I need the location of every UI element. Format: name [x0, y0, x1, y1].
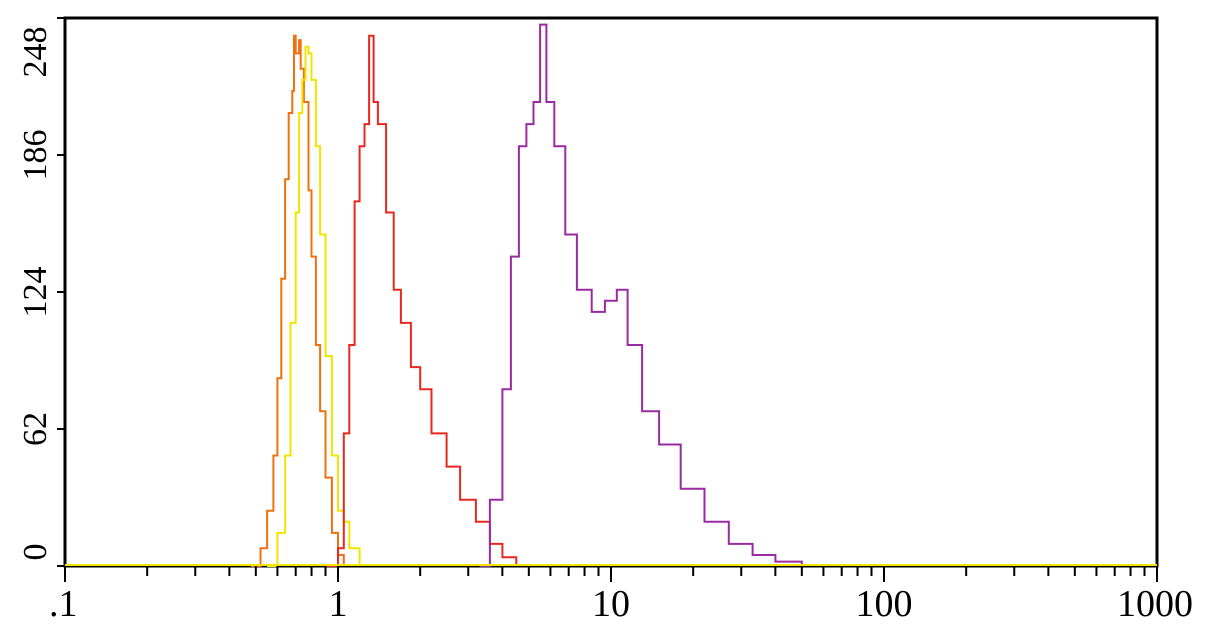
series-4-line	[479, 23, 803, 567]
plot-frame	[63, 16, 1159, 568]
y-axis: 0 62 124 186 248	[17, 17, 65, 567]
y-tick-label: 124	[17, 267, 54, 318]
series-layer	[65, 23, 1157, 567]
series-1-line	[251, 34, 345, 567]
series-2-line	[267, 45, 361, 567]
x-tick-label: .1	[49, 583, 78, 625]
x-tick-label: 1000	[1117, 583, 1193, 625]
x-tick-label: 100	[856, 583, 913, 625]
x-tick-label: 1	[329, 583, 348, 625]
x-axis: .1 1 10 100 1000	[49, 566, 1193, 625]
y-tick-label: 248	[17, 27, 54, 78]
series-3-line	[325, 34, 518, 567]
y-tick-label: 0	[17, 544, 54, 561]
y-tick-label: 62	[17, 412, 54, 446]
x-tick-label: 10	[592, 583, 630, 625]
y-tick-label: 186	[17, 130, 54, 181]
